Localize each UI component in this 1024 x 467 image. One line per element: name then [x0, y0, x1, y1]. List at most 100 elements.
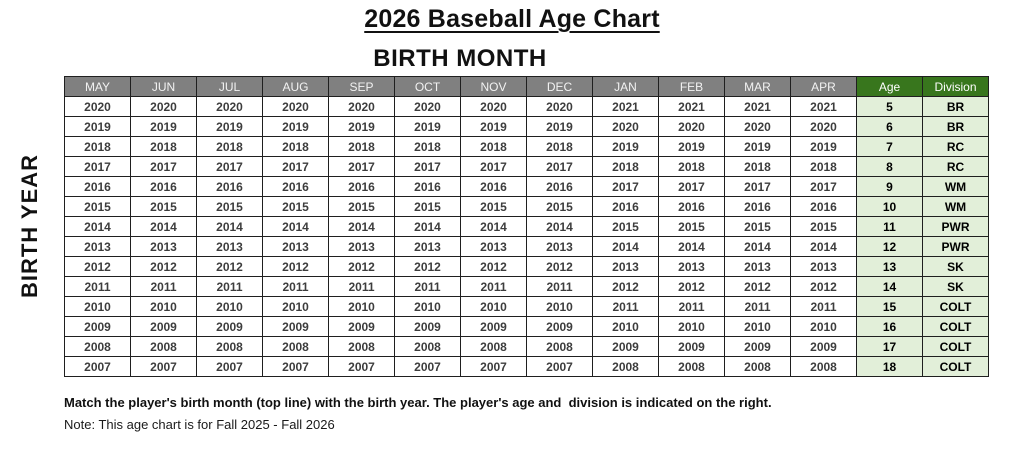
year-cell: 2019 — [130, 116, 197, 137]
year-cell: 2020 — [592, 116, 659, 137]
year-cell: 2013 — [790, 256, 857, 277]
year-cell: 2016 — [658, 196, 725, 217]
age-cell: 11 — [856, 216, 923, 237]
year-cell: 2016 — [460, 176, 527, 197]
year-cell: 2017 — [790, 176, 857, 197]
year-cell: 2019 — [790, 136, 857, 157]
note-text: Note: This age chart is for Fall 2025 - … — [64, 417, 335, 432]
division-cell: COLT — [922, 296, 989, 317]
age-cell: 8 — [856, 156, 923, 177]
year-cell: 2013 — [724, 256, 791, 277]
year-cell: 2019 — [592, 136, 659, 157]
year-cell: 2017 — [328, 156, 395, 177]
year-cell: 2014 — [130, 216, 197, 237]
division-cell: COLT — [922, 316, 989, 337]
year-cell: 2020 — [460, 96, 527, 117]
year-cell: 2007 — [526, 356, 593, 377]
year-cell: 2014 — [196, 216, 263, 237]
age-chart-document: 2026 Baseball Age Chart BIRTH MONTH BIRT… — [0, 5, 1024, 467]
table-row: 2008 2008 2008 2008 2008 2008 2008 2008 2009 2009… — [64, 336, 989, 357]
year-cell: 2015 — [130, 196, 197, 217]
division-cell: COLT — [922, 336, 989, 357]
year-cell: 2013 — [64, 236, 131, 257]
age-cell: 13 — [856, 256, 923, 277]
year-cell: 2017 — [526, 156, 593, 177]
table-row: 2007 2007 2007 2007 2007 2007 2007 2007 2008 2008… — [64, 356, 989, 377]
year-cell: 2012 — [394, 256, 461, 277]
year-cell: 2012 — [526, 256, 593, 277]
division-cell: PWR — [922, 216, 989, 237]
year-cell: 2009 — [592, 336, 659, 357]
year-cell: 2012 — [460, 256, 527, 277]
year-cell: 2010 — [460, 296, 527, 317]
year-cell: 2013 — [658, 256, 725, 277]
table-row: 2016 2016 2016 2016 2016 2016 2016 2016 2017 2017… — [64, 176, 989, 197]
year-cell: 2011 — [262, 276, 329, 297]
year-cell: 2009 — [394, 316, 461, 337]
year-cell: 2020 — [526, 96, 593, 117]
year-cell: 2011 — [196, 276, 263, 297]
division-cell: RC — [922, 156, 989, 177]
year-cell: 2020 — [790, 116, 857, 137]
division-cell: SK — [922, 256, 989, 277]
year-cell: 2010 — [724, 316, 791, 337]
year-cell: 2015 — [196, 196, 263, 217]
division-column-header: Division — [922, 76, 989, 97]
footer: Match the player's birth month (top line… — [64, 395, 1024, 432]
year-cell: 2021 — [592, 96, 659, 117]
year-cell: 2010 — [64, 296, 131, 317]
year-cell: 2014 — [592, 236, 659, 257]
year-cell: 2013 — [460, 236, 527, 257]
year-cell: 2012 — [658, 276, 725, 297]
age-cell: 5 — [856, 96, 923, 117]
division-cell: RC — [922, 136, 989, 157]
year-cell: 2018 — [658, 156, 725, 177]
table-row: 2012 2012 2012 2012 2012 2012 2012 2012 2013 2013… — [64, 256, 989, 277]
year-cell: 2016 — [196, 176, 263, 197]
year-cell: 2021 — [658, 96, 725, 117]
year-cell: 2008 — [64, 336, 131, 357]
year-cell: 2021 — [724, 96, 791, 117]
age-cell: 15 — [856, 296, 923, 317]
year-cell: 2016 — [592, 196, 659, 217]
age-cell: 10 — [856, 196, 923, 217]
table-row: 2009 2009 2009 2009 2009 2009 2009 2009 2010 2010… — [64, 316, 989, 337]
month-header-jul: JUL — [196, 76, 263, 97]
birth-year-axis-label: BIRTH YEAR — [17, 153, 42, 299]
year-cell: 2012 — [130, 256, 197, 277]
birth-month-heading: BIRTH MONTH — [373, 45, 547, 72]
year-cell: 2009 — [262, 316, 329, 337]
year-cell: 2015 — [658, 216, 725, 237]
age-chart-area: BIRTH YEAR MAY JUN JUL AUG SEP OCT NOV DEC JAN FE… — [0, 76, 1024, 377]
year-cell: 2019 — [328, 116, 395, 137]
year-cell: 2011 — [592, 296, 659, 317]
year-cell: 2017 — [592, 176, 659, 197]
year-cell: 2020 — [724, 116, 791, 137]
year-cell: 2008 — [724, 356, 791, 377]
age-cell: 16 — [856, 316, 923, 337]
year-cell: 2008 — [526, 336, 593, 357]
year-cell: 2009 — [64, 316, 131, 337]
year-cell: 2015 — [592, 216, 659, 237]
table-row: 2020 2020 2020 2020 2020 2020 2020 2020 2021 2021… — [64, 96, 989, 117]
month-header-aug: AUG — [262, 76, 329, 97]
table-row: 2014 2014 2014 2014 2014 2014 2014 2014 2015 2015… — [64, 216, 989, 237]
instruction-text: Match the player's birth month (top line… — [64, 395, 772, 410]
age-chart-table: MAY JUN JUL AUG SEP OCT NOV DEC JAN FEB MAR APR Age D… — [64, 76, 989, 377]
table-row: 2017 2017 2017 2017 2017 2017 2017 2017 2018 2018… — [64, 156, 989, 177]
year-cell: 2012 — [262, 256, 329, 277]
year-cell: 2011 — [394, 276, 461, 297]
year-cell: 2015 — [790, 216, 857, 237]
year-cell: 2011 — [328, 276, 395, 297]
table-row: 2018 2018 2018 2018 2018 2018 2018 2018 2019 2019… — [64, 136, 989, 157]
year-cell: 2014 — [658, 236, 725, 257]
month-header-dec: DEC — [526, 76, 593, 97]
year-cell: 2016 — [526, 176, 593, 197]
division-cell: WM — [922, 176, 989, 197]
age-column-header: Age — [856, 76, 923, 97]
year-cell: 2020 — [658, 116, 725, 137]
year-cell: 2018 — [526, 136, 593, 157]
year-cell: 2014 — [724, 236, 791, 257]
year-cell: 2008 — [328, 336, 395, 357]
month-header-may: MAY — [64, 76, 131, 97]
